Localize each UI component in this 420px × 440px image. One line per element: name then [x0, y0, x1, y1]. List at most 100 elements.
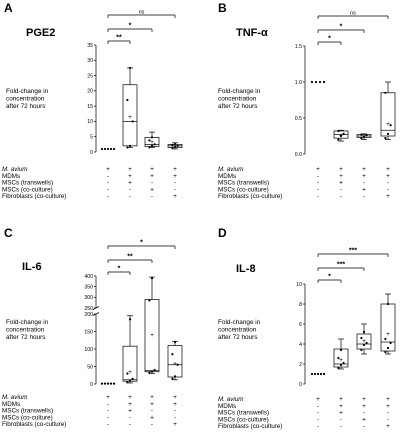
y-tick-label: 200: [84, 312, 93, 318]
y-tick-label: 25: [87, 73, 93, 79]
condition-symbol: -: [387, 186, 389, 193]
mean-marker: +: [386, 331, 390, 338]
condition-symbol: +: [362, 416, 366, 423]
data-point: [171, 377, 174, 380]
data-point: [337, 366, 340, 370]
y-tick-label: 50: [87, 364, 93, 370]
data-point: [319, 372, 323, 376]
y-tick-label: 100: [84, 347, 93, 353]
data-point: [128, 318, 132, 321]
data-point: [313, 372, 317, 376]
condition-label: Fibroblasts (co-culture): [2, 421, 66, 428]
y-tick-label: 1.5: [295, 44, 302, 50]
data-point: [337, 129, 340, 133]
box-group-2: +: [122, 66, 138, 149]
condition-label: Fibroblasts (co-culture): [2, 193, 66, 200]
condition-symbol: +: [362, 166, 366, 173]
y-tick-label: 15: [87, 104, 93, 110]
significance-bracket: *: [317, 24, 365, 33]
panel-letter: C: [4, 226, 13, 240]
significance-bracket: *: [107, 23, 153, 32]
data-point: [106, 382, 110, 385]
data-point: [360, 336, 363, 340]
condition-symbol: -: [363, 180, 365, 187]
condition-symbol: +: [150, 173, 154, 180]
condition-label: Fibroblasts (co-culture): [218, 423, 282, 430]
data-point: [365, 134, 368, 137]
condition-symbol: -: [387, 410, 389, 417]
y-tick-label: 0: [90, 150, 93, 156]
condition-symbol: -: [317, 193, 319, 200]
significance-bracket: *: [107, 240, 176, 249]
y-tick-label: 10: [296, 282, 302, 288]
significance-bracket: ns: [107, 10, 176, 18]
chart-title: TNF-α: [236, 27, 268, 39]
data-point: [109, 147, 113, 151]
data-point: [386, 302, 390, 306]
significance-label: *: [118, 266, 121, 273]
condition-symbol: -: [387, 180, 389, 187]
condition-symbol: +: [128, 394, 132, 401]
condition-symbol: -: [129, 421, 131, 428]
data-point: [112, 382, 116, 385]
y-tick-label: 6: [299, 322, 302, 328]
data-point: [103, 382, 107, 385]
significance-bracket: *: [317, 274, 342, 283]
y-tick-label: 4: [299, 342, 302, 348]
y-axis-label: Fold-change in: [6, 319, 49, 326]
mean-marker: +: [339, 357, 343, 364]
condition-symbol: +: [362, 186, 366, 193]
data-point: [100, 147, 104, 151]
data-point: [126, 372, 129, 375]
y-tick-label: 0: [90, 382, 93, 388]
data-point: [148, 299, 151, 302]
box-group-1: [100, 382, 116, 385]
condition-symbol: +: [339, 180, 343, 187]
condition-symbol: -: [151, 408, 153, 415]
condition-symbol: -: [107, 186, 109, 193]
condition-symbol: -: [340, 416, 342, 423]
condition-symbol: -: [107, 173, 109, 180]
y-tick-label: 30: [87, 58, 93, 64]
box-group-4: +: [380, 293, 396, 355]
condition-label: MDMs: [218, 403, 236, 410]
condition-symbol: +: [386, 173, 390, 180]
box-group-4: +: [380, 81, 396, 140]
condition-symbol: -: [317, 410, 319, 417]
condition-symbol: -: [107, 421, 109, 428]
data-point: [109, 382, 113, 385]
y-axis-label: concentration: [6, 96, 45, 103]
data-point: [310, 80, 314, 84]
significance-label: *: [340, 24, 343, 31]
condition-symbol: +: [386, 403, 390, 410]
y-tick-label: 400: [84, 274, 93, 280]
condition-label: M. avium: [2, 394, 28, 401]
condition-symbol: +: [173, 166, 177, 173]
y-axis-label: Fold-change in: [6, 88, 49, 95]
box: [380, 303, 396, 352]
condition-label: MSCs (transwells): [218, 410, 269, 417]
data-point: [339, 134, 343, 138]
condition-symbol: +: [362, 396, 366, 403]
y-tick-label: 150: [84, 329, 93, 335]
data-point: [362, 135, 366, 138]
condition-label: MSCs (co-culture): [2, 186, 53, 193]
y-tick-label: 0.0: [295, 152, 302, 158]
data-point: [362, 330, 366, 334]
condition-symbol: -: [340, 186, 342, 193]
data-point: [173, 142, 177, 146]
data-point: [153, 368, 156, 372]
data-point: [310, 372, 314, 376]
significance-label: ***: [349, 248, 357, 255]
significance-bracket: ns: [317, 11, 389, 19]
data-point: [103, 147, 107, 151]
data-point: [360, 137, 363, 140]
condition-symbol: +: [106, 166, 110, 173]
mean-marker: +: [128, 114, 132, 121]
y-tick-label: 35: [87, 43, 93, 49]
data-point: [126, 98, 129, 102]
condition-symbol: -: [340, 193, 342, 200]
data-point: [148, 139, 151, 142]
